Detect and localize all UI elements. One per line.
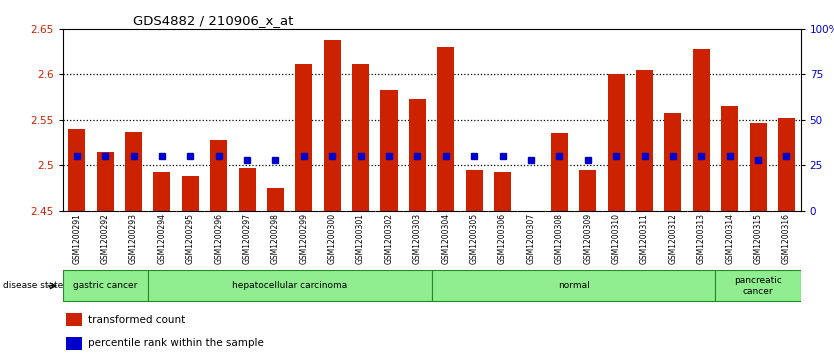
Bar [239,168,255,211]
Bar [66,337,83,350]
Bar [636,70,653,211]
Bar [182,176,198,211]
Bar [97,151,113,211]
Bar [693,49,710,211]
Bar [125,132,142,211]
Bar [494,172,511,211]
Bar [665,113,681,211]
Bar [522,211,540,213]
Bar [432,270,716,301]
Bar [579,170,596,211]
Text: gastric cancer: gastric cancer [73,281,138,290]
Bar [148,270,432,301]
Bar [437,47,455,211]
Bar [550,133,568,211]
Bar [63,270,148,301]
Bar [409,99,426,211]
Bar [465,170,483,211]
Bar [295,64,313,211]
Bar [66,313,83,326]
Text: transformed count: transformed count [88,315,186,325]
Bar [721,106,738,211]
Bar [716,270,801,301]
Text: pancreatic
cancer: pancreatic cancer [734,276,782,295]
Text: disease state: disease state [3,281,63,290]
Bar [267,188,284,211]
Bar [750,123,766,211]
Text: percentile rank within the sample: percentile rank within the sample [88,338,264,348]
Text: normal: normal [558,281,590,290]
Bar [380,90,398,211]
Text: hepatocellular carcinoma: hepatocellular carcinoma [232,281,347,290]
Bar [68,129,85,211]
Bar [608,74,625,211]
Bar [778,118,795,211]
Text: GDS4882 / 210906_x_at: GDS4882 / 210906_x_at [133,15,294,28]
Bar [324,40,341,211]
Bar [352,64,369,211]
Bar [210,140,227,211]
Bar [153,172,170,211]
